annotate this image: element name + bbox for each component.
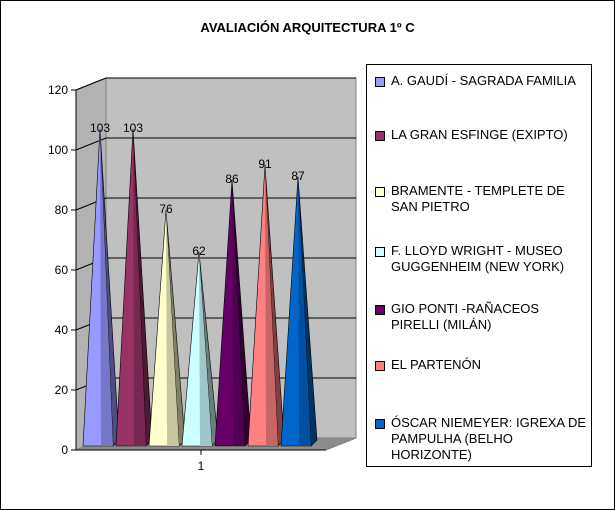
y-axis: 0 20 40 60 80 100 120 — [48, 83, 77, 457]
cone-shade — [298, 177, 311, 446]
legend-swatch — [375, 187, 385, 197]
cone-4 — [181, 251, 219, 447]
cone-1 — [82, 128, 120, 447]
legend-label: BRAMENTE - TEMPLETE DE SAN PIETRO — [391, 183, 565, 214]
legend-swatch — [375, 131, 385, 141]
y-tick-label: 20 — [55, 383, 69, 397]
y-tick-label: 100 — [48, 143, 68, 157]
legend-swatch — [375, 305, 385, 315]
cone-shade — [199, 252, 212, 446]
y-tick-label: 60 — [55, 263, 69, 277]
legend-swatch — [375, 361, 385, 371]
data-label: 91 — [258, 157, 272, 171]
legend-item: A. GAUDÍ - SAGRADA FAMILIA — [375, 73, 589, 89]
legend-label: GIO PONTI -RAÑACEOS PIRELLI (MILÁN) — [391, 301, 540, 332]
legend-label: A. GAUDÍ - SAGRADA FAMILIA — [391, 73, 576, 88]
cone-shade — [232, 180, 245, 446]
data-label: 76 — [159, 202, 173, 216]
data-label: 87 — [291, 169, 305, 183]
data-labels: 103 103 76 62 86 91 87 — [90, 121, 305, 258]
data-label: 103 — [123, 121, 143, 135]
data-label: 86 — [225, 172, 239, 186]
legend-item: F. LLOYD WRIGHT - MUSEO GUGGENHEIM (NEW … — [375, 243, 589, 275]
gridline — [75, 137, 107, 151]
legend-label: ÓSCAR NIEMEYER: IGREXA DE PAMPULHA (BELH… — [391, 415, 587, 462]
cone-shade — [100, 129, 113, 446]
cone-3 — [148, 209, 186, 447]
cone-shade — [265, 165, 278, 446]
legend-label: EL PARTENÓN — [391, 357, 482, 372]
chart-walls — [75, 77, 357, 451]
legend-swatch — [375, 77, 385, 87]
legend-label: F. LLOYD WRIGHT - MUSEO GUGGENHEIM (NEW … — [391, 243, 565, 274]
legend-item: LA GRAN ESFINGE (EXIPTO) — [375, 127, 589, 143]
gridline — [75, 77, 107, 91]
data-label: 62 — [192, 244, 206, 258]
cone-7 — [280, 176, 318, 447]
y-tick-label: 120 — [48, 83, 68, 97]
cone-2 — [115, 128, 153, 447]
legend-swatch — [375, 419, 385, 429]
x-tick-label: 1 — [198, 459, 205, 473]
y-tick-label: 40 — [55, 323, 69, 337]
legend-item: BRAMENTE - TEMPLETE DE SAN PIETRO — [375, 183, 589, 215]
y-tick-label: 0 — [61, 443, 68, 457]
cone-shade — [166, 210, 179, 446]
x-axis: 1 — [76, 449, 326, 473]
cone-6 — [247, 164, 285, 447]
cone-shade — [133, 129, 146, 446]
legend-item: EL PARTENÓN — [375, 357, 589, 373]
chart-series — [82, 128, 318, 447]
legend-swatch — [375, 247, 385, 257]
chart-title: AVALIACIÓN ARQUITECTURA 1º C — [200, 20, 415, 35]
cone-5 — [214, 179, 252, 447]
legend-item: ÓSCAR NIEMEYER: IGREXA DE PAMPULHA (BELH… — [375, 415, 589, 463]
legend-label: LA GRAN ESFINGE (EXIPTO) — [391, 127, 568, 142]
legend: A. GAUDÍ - SAGRADA FAMILIA LA GRAN ESFING… — [366, 64, 592, 467]
data-label: 103 — [90, 121, 110, 135]
y-tick-label: 80 — [55, 203, 69, 217]
legend-item: GIO PONTI -RAÑACEOS PIRELLI (MILÁN) — [375, 301, 589, 333]
